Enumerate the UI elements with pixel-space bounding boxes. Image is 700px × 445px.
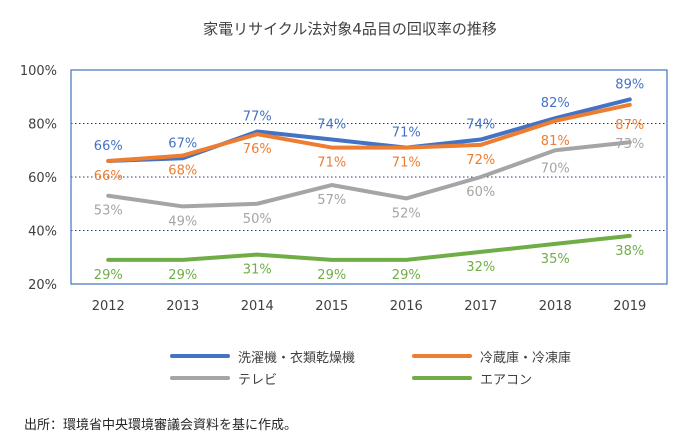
y-tick-label: 40% [28,225,57,240]
data-label: 74% [466,118,495,133]
legend-item-tv: テレビ [170,368,277,388]
data-label: 74% [317,118,346,133]
data-label: 66% [94,169,123,184]
source-note: 出所：環境省中央環境審議会資料を基に作成。 [24,418,298,433]
data-label: 32% [466,260,495,275]
data-label: 50% [243,212,272,227]
data-label: 49% [168,214,197,229]
x-tick-label: 2013 [166,299,199,314]
series-line-2 [106,140,632,209]
data-label: 35% [541,252,570,267]
data-label: 68% [168,164,197,179]
legend-item-washer: 洗濯機・衣類乾燥機 [170,346,355,366]
y-tick-label: 100% [20,64,57,79]
y-tick-label: 60% [28,171,57,186]
data-label: 73% [615,137,644,152]
x-tick-label: 2012 [92,299,125,314]
x-tick-label: 2017 [464,299,497,314]
data-label: 77% [243,110,272,125]
data-label: 82% [541,96,570,111]
data-label: 71% [317,156,346,171]
data-label: 60% [466,185,495,200]
x-tick-label: 2016 [390,299,423,314]
legend: 洗濯機・衣類乾燥機 冷蔵庫・冷凍庫 テレビ エアコン [170,346,610,390]
data-label: 76% [243,142,272,157]
legend-item-fridge: 冷蔵庫・冷凍庫 [412,346,571,366]
data-label: 66% [94,139,123,154]
legend-swatch-tv [170,376,230,380]
data-label: 71% [392,156,421,171]
data-label: 67% [168,136,197,151]
data-label: 29% [168,268,197,283]
series-line-1 [106,102,632,163]
data-label: 53% [94,204,123,219]
legend-item-aircon: エアコン [412,368,532,388]
data-label: 52% [392,206,421,221]
legend-label-fridge: 冷蔵庫・冷凍庫 [480,350,572,366]
data-label: 71% [392,126,421,141]
x-tick-label: 2019 [613,299,646,314]
x-tick-label: 2015 [315,299,348,314]
data-label: 70% [541,161,570,176]
legend-label-aircon: エアコン [480,372,533,388]
legend-swatch-washer [170,354,230,358]
legend-label-washer: 洗濯機・衣類乾燥機 [238,350,356,366]
data-label: 29% [317,268,346,283]
legend-swatch-fridge [412,354,472,358]
data-label: 81% [541,134,570,149]
series-line-3 [106,233,632,262]
data-label: 57% [317,193,346,208]
y-tick-label: 80% [28,118,57,133]
chart-title: 家電リサイクル法対象4品目の回収率の推移 [203,20,497,38]
data-label: 38% [615,244,644,259]
data-label: 89% [615,77,644,92]
y-tick-label: 20% [28,278,57,293]
data-label: 29% [94,268,123,283]
legend-label-tv: テレビ [238,372,278,388]
data-label: 72% [466,153,495,168]
legend-swatch-aircon [412,376,472,380]
x-tick-label: 2018 [539,299,572,314]
data-label: 87% [615,118,644,133]
x-tick-label: 2014 [241,299,274,314]
plot-area-border [70,69,668,285]
data-label: 31% [243,263,272,278]
data-label: 29% [392,268,421,283]
